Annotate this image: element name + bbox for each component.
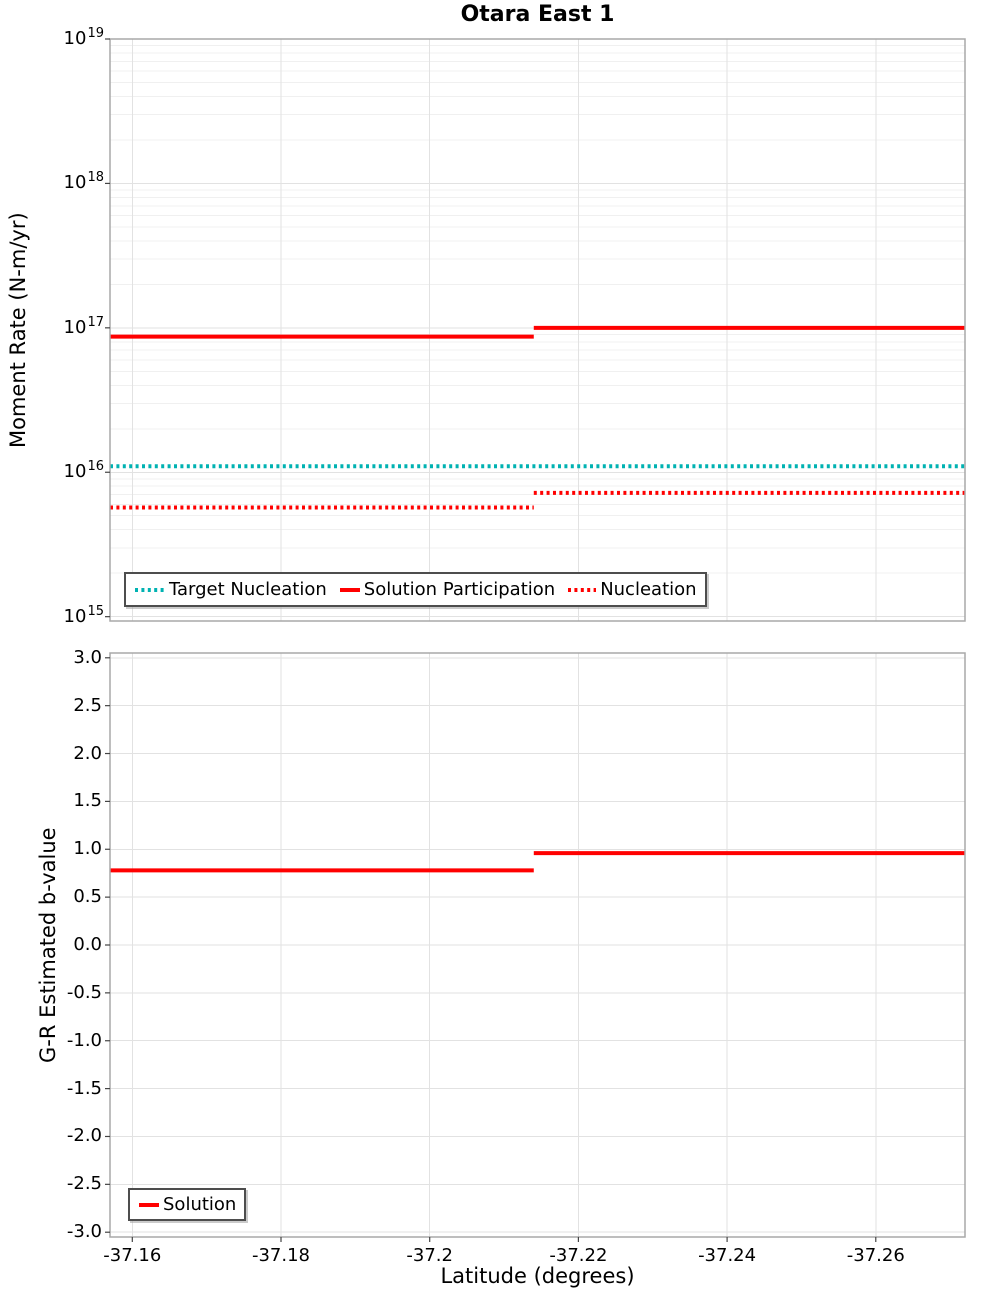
legend-label: Solution Participation xyxy=(363,579,556,600)
chart-title: Otara East 1 xyxy=(460,2,615,27)
plot-area-moment-rate xyxy=(105,38,966,622)
legend-item-nucleation: Nucleation xyxy=(567,579,697,600)
y-tick-label: -1.0 xyxy=(66,1029,102,1051)
dotted-line-swatch-icon xyxy=(568,587,597,592)
y-tick-label: -1.5 xyxy=(66,1077,102,1099)
x-tick-label: -37.18 xyxy=(251,1245,311,1266)
solid-line-swatch-icon xyxy=(339,587,360,592)
legend-item-target-nucleation: Target Nucleation xyxy=(134,579,327,600)
x-axis-label-latitude: Latitude (degrees) xyxy=(440,1264,635,1288)
y-tick-label: 1015 xyxy=(63,603,104,627)
y-tick-label: 1018 xyxy=(63,170,104,194)
legend-moment-rate: Target Nucleation Solution Participation… xyxy=(124,572,707,607)
x-tick-label: -37.22 xyxy=(549,1245,608,1266)
y-tick-label: 0.0 xyxy=(73,934,102,955)
y-tick-label: -2.5 xyxy=(66,1173,102,1195)
legend-label: Solution xyxy=(163,1194,237,1215)
y-tick-label: 1016 xyxy=(63,459,104,483)
y-tick-label: -2.0 xyxy=(66,1125,102,1147)
plot-border xyxy=(109,38,966,622)
x-tick-label: -37.2 xyxy=(406,1245,453,1266)
y-tick-label: 0.5 xyxy=(73,886,102,908)
legend-item-solution-participation: Solution Participation xyxy=(339,579,555,600)
y-tick-label: 1.0 xyxy=(73,838,102,860)
y-tick-label: -3.0 xyxy=(66,1221,102,1243)
y-tick-label: 2.5 xyxy=(73,694,102,716)
x-tick-label: -37.16 xyxy=(103,1245,162,1266)
legend-b-value: Solution xyxy=(128,1188,247,1221)
legend-label: Target Nucleation xyxy=(169,579,327,600)
y-tick-label: -0.5 xyxy=(66,981,102,1003)
y-tick-label: 1017 xyxy=(63,314,104,338)
legend-label: Nucleation xyxy=(600,579,697,600)
legend-item-solution: Solution xyxy=(138,1194,236,1215)
y-tick-label: 2.0 xyxy=(73,742,102,764)
solid-line-swatch-icon xyxy=(139,1202,159,1207)
plot-area-b-value xyxy=(105,652,966,1242)
dotted-line-swatch-icon xyxy=(135,587,165,592)
x-tick-label: -37.24 xyxy=(698,1245,757,1266)
y-tick-label: 1.5 xyxy=(73,790,102,812)
y-tick-label: 1019 xyxy=(63,25,104,49)
x-tick-label: -37.26 xyxy=(846,1245,905,1266)
y-tick-label: 3.0 xyxy=(73,646,102,668)
